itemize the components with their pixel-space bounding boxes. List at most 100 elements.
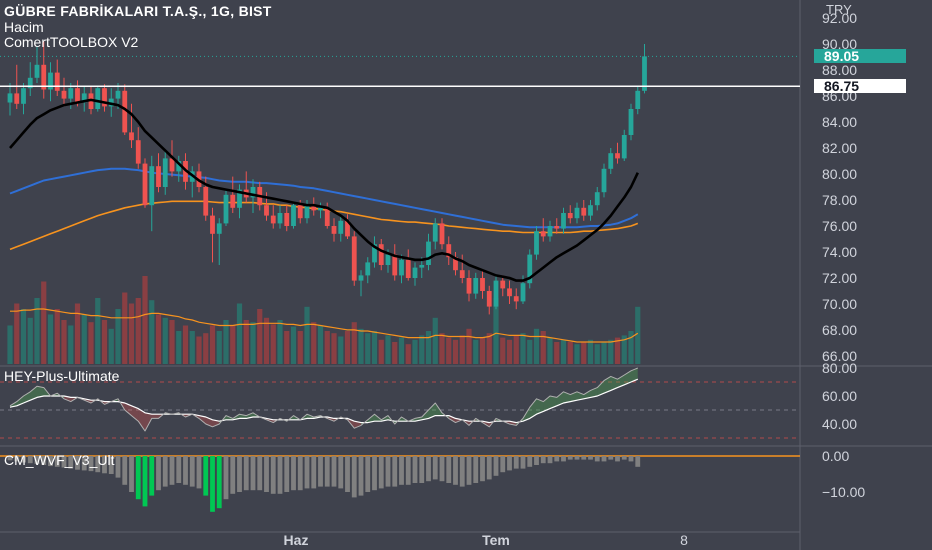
- volume-bar: [446, 337, 452, 364]
- wvf-bar: [574, 456, 580, 460]
- volume-bar: [135, 298, 141, 364]
- candle-body: [297, 205, 303, 219]
- candle-body: [156, 166, 161, 187]
- candle-body: [392, 254, 398, 276]
- volume-bar: [68, 325, 74, 364]
- volume-bar: [54, 309, 60, 364]
- volume-bar: [189, 331, 195, 364]
- wvf-bar: [405, 456, 411, 485]
- wvf-bar: [34, 456, 40, 464]
- wvf-bar: [453, 456, 458, 485]
- currency-label: TRY: [826, 2, 852, 17]
- volume-bar: [304, 306, 310, 364]
- volume-bar: [324, 331, 330, 364]
- wvf-bar: [473, 456, 479, 483]
- oscillator-tick-label: 40.00: [822, 416, 857, 432]
- candle-body: [331, 226, 337, 234]
- volume-bar: [257, 309, 263, 364]
- volume-bar: [581, 342, 587, 364]
- oscillator-fill: [543, 396, 550, 412]
- candle-body: [419, 265, 425, 268]
- candle-body: [129, 132, 134, 141]
- volume-bar: [567, 342, 573, 364]
- wvf-bar: [149, 456, 155, 496]
- wvf-bar: [210, 456, 215, 512]
- wvf-bar: [122, 456, 128, 485]
- volume-bar: [479, 337, 486, 364]
- volume-bar: [27, 317, 33, 364]
- candle-body: [230, 194, 236, 208]
- price-tick-label: 66.00: [822, 348, 857, 364]
- candle-body: [284, 213, 290, 226]
- candle-body: [628, 109, 634, 135]
- wvf-bar: [358, 456, 364, 496]
- wvf-tick-label: 0.00: [822, 448, 849, 464]
- candle-body: [142, 163, 148, 206]
- wvf-bar: [7, 456, 13, 461]
- wvf-bar: [304, 456, 310, 489]
- volume-bar: [560, 339, 567, 364]
- indicator-legend: ComertTOOLBOX V2: [4, 34, 139, 50]
- candle-body: [520, 283, 526, 302]
- wvf-bar: [554, 456, 560, 462]
- candle-body: [203, 187, 209, 216]
- wvf-bar: [331, 456, 337, 487]
- volume-bar: [284, 331, 290, 364]
- volume-ma-line: [10, 308, 639, 343]
- oscillator-fast-line: [9, 367, 638, 432]
- price-tick-label: 72.00: [822, 270, 857, 286]
- volume-bar: [527, 339, 533, 364]
- wvf-bar: [48, 456, 53, 467]
- wvf-bar: [21, 456, 26, 463]
- candle-body: [48, 72, 53, 90]
- candle-body: [561, 213, 566, 229]
- wvf-bar: [534, 456, 539, 465]
- candle-body: [635, 90, 641, 109]
- wvf-bar: [237, 456, 242, 492]
- volume-bar: [216, 331, 222, 364]
- volume-bar: [520, 333, 526, 364]
- wvf-bar: [378, 456, 384, 489]
- volume-bar: [628, 331, 634, 364]
- oscillator-fill: [23, 391, 31, 403]
- volume-bar: [311, 322, 317, 364]
- volume-bar: [452, 339, 459, 364]
- candle-body: [594, 192, 600, 206]
- symbol-title: GÜBRE FABRİKALARI T.A.Ş., 1G, BIST: [4, 3, 272, 19]
- candle-body: [210, 215, 215, 234]
- volume-bar: [459, 335, 465, 364]
- candle-body: [291, 205, 296, 226]
- oscillator-fill: [556, 391, 564, 406]
- wvf-bar: [567, 456, 573, 460]
- wvf-bar: [385, 456, 391, 487]
- volume-bar: [439, 333, 445, 364]
- wvf-bar: [480, 456, 485, 482]
- price-tick-label: 92.00: [822, 10, 857, 26]
- candle-body: [318, 207, 323, 211]
- wvf-bar: [41, 456, 47, 465]
- volume-bar: [101, 320, 108, 364]
- wvf-bar: [169, 456, 175, 485]
- volume-bar: [473, 339, 479, 364]
- candle-body: [122, 90, 128, 133]
- price-tick-label: 70.00: [822, 296, 857, 312]
- wvf-bar: [88, 456, 94, 472]
- candle-body: [61, 90, 67, 99]
- oscillator-fill: [536, 398, 544, 415]
- wvf-bar: [142, 456, 148, 507]
- candle-body: [621, 135, 627, 159]
- wvf-bar: [318, 456, 323, 487]
- oscillator-fill: [550, 396, 557, 409]
- candle-body: [608, 153, 614, 169]
- oscillator-title: HEY-Plus-Ultimate: [4, 368, 120, 384]
- wvf-bar: [372, 456, 377, 491]
- wvf-title: CM_WVF_V3_Ult: [4, 452, 115, 468]
- wvf-bar: [14, 456, 20, 462]
- wvf-bar: [162, 456, 168, 487]
- wvf-bar: [203, 456, 209, 496]
- candle-body: [534, 231, 539, 255]
- oscillator-fill: [239, 414, 247, 419]
- volume-bar: [371, 331, 378, 364]
